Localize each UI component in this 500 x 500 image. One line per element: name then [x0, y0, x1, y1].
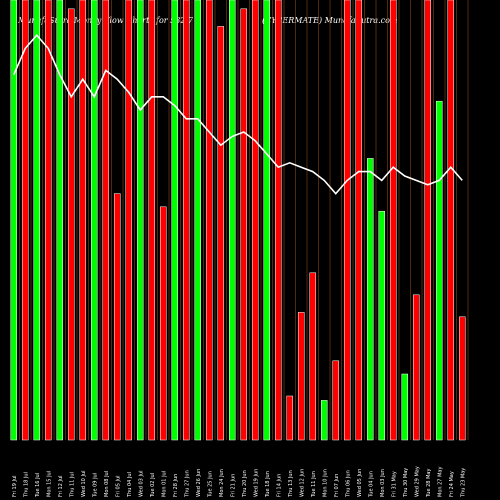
volume-bar	[79, 0, 86, 441]
x-tick-label: Thu 13 Jun	[288, 470, 294, 498]
x-tick-label: Wed 12 Jun	[299, 469, 305, 497]
volume-bar	[10, 0, 17, 441]
x-tick-label: Wed 26 Jun	[196, 469, 202, 497]
x-tick-label: Thu 04 Jul	[127, 472, 133, 498]
x-tick-label: Mon 27 May	[437, 467, 443, 497]
volume-bar	[229, 0, 236, 441]
volume-bar	[125, 0, 132, 441]
volume-bar	[33, 0, 40, 441]
x-tick-label: Tue 18 Jun	[265, 471, 271, 498]
x-tick-label: Thu 23 May	[460, 468, 466, 498]
x-tick-label: Fri 24 May	[449, 471, 455, 497]
x-tick-label: Fri 12 Jul	[58, 475, 64, 497]
x-tick-label: Fri 05 Jul	[115, 475, 121, 497]
x-tick-label: Mon 03 Jun	[380, 469, 386, 497]
volume-bar	[160, 206, 167, 441]
x-tick-label: Thu 27 Jun	[184, 470, 190, 498]
x-tick-label: Thu 11 Jul	[69, 472, 75, 498]
x-tick-label: Tue 02 Jul	[150, 473, 156, 498]
volume-bar	[344, 0, 351, 441]
volume-bar	[22, 0, 29, 441]
x-tick-label: Mon 24 Jun	[219, 469, 225, 497]
x-tick-label: Thu 18 Jul	[23, 472, 29, 498]
volume-bar	[275, 0, 282, 441]
volume-bar	[436, 100, 443, 441]
x-tick-label: Tue 28 May	[426, 469, 432, 498]
volume-bar	[148, 0, 155, 441]
volume-bar	[252, 0, 259, 441]
volume-bar	[413, 294, 420, 441]
x-tick-label: Tue 16 Jul	[35, 473, 41, 498]
x-tick-label: Wed 05 Jun	[357, 469, 363, 497]
x-tick-label: Mon 15 Jul	[46, 471, 52, 497]
volume-bar	[68, 8, 75, 441]
x-tick-label: Thu 20 Jun	[242, 470, 248, 498]
volume-bar	[459, 316, 466, 441]
x-tick-label: Thu 30 May	[403, 468, 409, 498]
volume-bar	[367, 158, 374, 441]
volume-bar	[56, 0, 63, 441]
x-tick-label: Fri 28 Jun	[173, 474, 179, 497]
x-tick-label: Fri 31 May	[391, 471, 397, 497]
volume-bar	[194, 0, 201, 441]
x-tick-label: Tue 04 Jun	[368, 471, 374, 498]
x-tick-label: Mon 08 Jul	[104, 471, 110, 497]
volume-bar	[217, 26, 224, 441]
x-tick-label: Mon 01 Jul	[161, 471, 167, 497]
volume-bar	[298, 312, 305, 441]
volume-bar	[390, 0, 397, 441]
x-tick-label: Tue 11 Jun	[311, 471, 317, 498]
x-tick-label: Fri 14 Jun	[276, 474, 282, 497]
volume-bar	[114, 193, 121, 441]
x-tick-label: Tue 25 Jun	[207, 471, 213, 498]
tick-label-layer: Fri 19 Jul Thu 18 Jul Tue 16 Jul Mon 15 Jul…	[12, 466, 467, 498]
volume-bar	[332, 360, 339, 441]
volume-bar	[240, 8, 247, 441]
x-tick-label: Fri 07 Jun	[334, 474, 340, 497]
volume-bar	[378, 210, 385, 441]
x-tick-label: Wed 10 Jul	[81, 471, 87, 497]
volume-bar	[321, 400, 328, 441]
volume-bar	[355, 0, 362, 441]
volume-bar	[102, 0, 109, 441]
volume-bar	[171, 0, 178, 441]
x-tick-label: Tue 09 Jul	[92, 473, 98, 498]
x-tick-label: Fri 19 Jul	[12, 475, 18, 497]
x-tick-label: Wed 29 May	[414, 466, 420, 497]
bar-layer	[10, 0, 466, 441]
x-tick-label: Wed 03 Jul	[138, 471, 144, 497]
money-flow-line	[13, 33, 463, 195]
volume-bar	[91, 0, 98, 441]
volume-bar	[183, 0, 190, 441]
x-tick-label: Fri 21 Jun	[230, 474, 236, 497]
volume-bar	[137, 0, 144, 441]
line-layer	[13, 33, 463, 195]
volume-bar	[309, 272, 316, 441]
volume-bar	[45, 0, 52, 441]
volume-bar	[286, 395, 293, 441]
grid-layer	[19, 0, 469, 440]
x-tick-label: Thu 06 Jun	[345, 470, 351, 498]
volume-bar	[401, 373, 408, 441]
x-tick-label: Mon 10 Jun	[322, 469, 328, 497]
volume-bar	[206, 0, 213, 441]
volume-bar	[424, 0, 431, 441]
volume-bar	[447, 0, 454, 441]
x-tick-label: Wed 19 Jun	[253, 469, 259, 497]
volume-bar	[263, 0, 270, 441]
